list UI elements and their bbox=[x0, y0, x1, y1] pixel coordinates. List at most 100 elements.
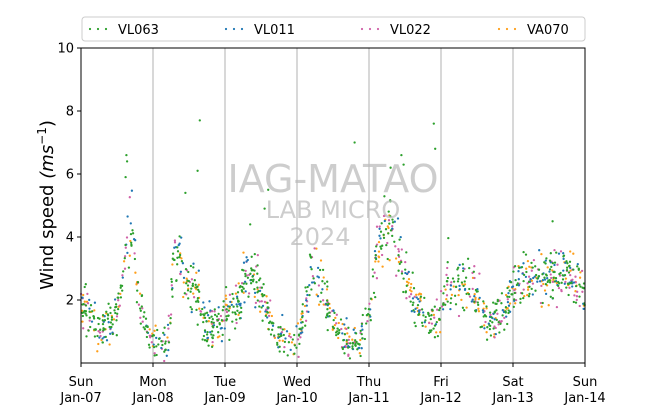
point-VA070-139 bbox=[528, 265, 531, 268]
point-VL063-527 bbox=[266, 310, 269, 314]
point-VL063-276 bbox=[131, 229, 134, 232]
point-VL063-195 bbox=[504, 311, 507, 314]
point-VL022-21 bbox=[283, 345, 286, 349]
point-VL011-241 bbox=[208, 300, 211, 303]
point-VL011-159 bbox=[532, 276, 535, 280]
point-VL063-214 bbox=[552, 270, 555, 274]
point-VL063-671 bbox=[476, 290, 479, 293]
point-VL063-431 bbox=[457, 274, 460, 277]
point-VL011-233 bbox=[517, 278, 520, 281]
point-VL011-105 bbox=[569, 266, 572, 270]
point-VL022-101 bbox=[446, 266, 449, 270]
point-VA070-44 bbox=[166, 336, 169, 339]
point-VL011-226 bbox=[494, 332, 497, 336]
point-VA070-117 bbox=[578, 276, 582, 279]
point-VL011-70 bbox=[378, 227, 381, 230]
point-VL063-372 bbox=[176, 256, 179, 259]
point-VL063-504 bbox=[428, 314, 431, 318]
point-VL022-55 bbox=[167, 327, 170, 330]
point-VL063-488 bbox=[566, 282, 570, 285]
point-VL063-621 bbox=[570, 281, 573, 284]
point-VL063-208 bbox=[548, 281, 552, 284]
point-VA070-110 bbox=[415, 293, 418, 296]
point-VA070-87 bbox=[296, 322, 300, 325]
point-VL063-34 bbox=[144, 317, 148, 320]
point-VL063-70 bbox=[427, 331, 431, 335]
point-VL063-184 bbox=[419, 295, 423, 298]
point-VA070-185 bbox=[374, 260, 377, 263]
point-VL063-588 bbox=[227, 314, 230, 317]
point-VL022-164 bbox=[117, 299, 120, 302]
point-VL063-393 bbox=[380, 222, 383, 225]
point-VL011-188 bbox=[505, 315, 508, 318]
point-VL063-100 bbox=[524, 253, 528, 256]
point-VL063-205 bbox=[332, 318, 335, 322]
point-VL063-238 bbox=[456, 280, 460, 283]
point-VA070-134 bbox=[119, 292, 122, 296]
point-VA070-77 bbox=[322, 303, 325, 306]
point-VL063-196 bbox=[338, 329, 341, 332]
point-VL022-136 bbox=[489, 313, 492, 317]
point-VL011-92 bbox=[341, 332, 344, 335]
point-VL063-314 bbox=[411, 303, 414, 307]
point-VL011-206 bbox=[345, 317, 348, 320]
vertical-gridlines bbox=[152, 48, 514, 363]
x-tick-label-day-6: Sat bbox=[502, 375, 523, 390]
y-axis: 2 4 6 8 10 bbox=[57, 42, 81, 309]
point-VA070-28 bbox=[259, 310, 262, 313]
point-VL022-241 bbox=[386, 241, 389, 245]
point-VL063-209 bbox=[429, 317, 432, 321]
point-VL063-331 bbox=[412, 301, 415, 304]
point-VL063-545 bbox=[360, 322, 364, 326]
point-VL063-415 bbox=[162, 331, 165, 335]
point-VA070-100 bbox=[381, 265, 384, 268]
point-VA070-202 bbox=[377, 260, 380, 263]
point-VL063-106 bbox=[342, 339, 345, 342]
point-VL063-473 bbox=[253, 287, 256, 291]
point-VA070-233 bbox=[288, 332, 291, 336]
point-VL063-476 bbox=[84, 304, 88, 307]
point-outlier-0 bbox=[125, 153, 128, 157]
point-VL011-133 bbox=[192, 262, 195, 265]
point-VL063-641 bbox=[504, 306, 508, 309]
point-VL022-225 bbox=[148, 334, 151, 337]
point-VL063-8 bbox=[261, 295, 264, 298]
point-VL063-152 bbox=[446, 261, 449, 264]
point-VL063-102 bbox=[393, 240, 396, 243]
point-VA070-199 bbox=[256, 288, 259, 291]
point-VL063-673 bbox=[359, 329, 362, 333]
point-VL063-110 bbox=[115, 319, 118, 322]
point-VL063-18 bbox=[146, 331, 149, 334]
point-VL011-134 bbox=[206, 314, 210, 317]
point-VL063-467 bbox=[89, 325, 92, 329]
point-VL011-236 bbox=[316, 295, 320, 298]
point-VL011-239 bbox=[517, 270, 520, 273]
point-VL063-615 bbox=[503, 328, 506, 331]
point-VL063-406 bbox=[375, 245, 378, 248]
point-VL063-26 bbox=[293, 352, 296, 355]
point-VL063-564 bbox=[237, 299, 240, 302]
point-VL063-692 bbox=[189, 290, 192, 293]
point-VL063-2 bbox=[176, 246, 179, 249]
point-VL063-265 bbox=[554, 276, 558, 280]
point-VL011-132 bbox=[229, 300, 232, 304]
point-VL011-96 bbox=[506, 300, 510, 304]
legend: VL063 VL011 VL022 VA070 bbox=[81, 16, 586, 42]
point-VL063-255 bbox=[501, 314, 504, 317]
point-VL063-289 bbox=[461, 306, 465, 309]
point-VL063-212 bbox=[256, 299, 259, 302]
point-VL063-249 bbox=[169, 322, 172, 325]
point-VL063-144 bbox=[519, 297, 522, 301]
point-VA070-57 bbox=[138, 292, 142, 295]
point-VL063-582 bbox=[198, 290, 201, 293]
point-VL011-54 bbox=[295, 325, 298, 328]
point-VA070-235 bbox=[543, 289, 547, 292]
point-VL022-66 bbox=[260, 300, 263, 303]
point-VL022-54 bbox=[118, 304, 121, 307]
point-VL063-485 bbox=[236, 291, 240, 294]
point-VL063-403 bbox=[203, 316, 207, 320]
point-VL011-86 bbox=[165, 354, 168, 357]
point-VL011-50 bbox=[521, 272, 524, 275]
point-VL063-453 bbox=[323, 282, 326, 285]
point-VL063-288 bbox=[156, 328, 159, 332]
